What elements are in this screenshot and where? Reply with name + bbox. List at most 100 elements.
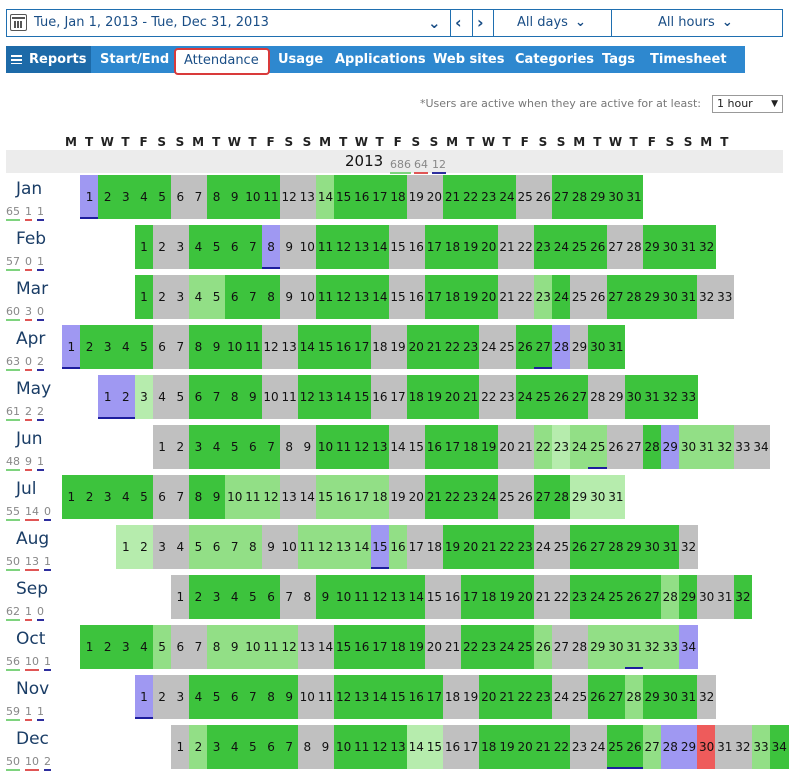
day-cell[interactable]: 23 bbox=[479, 175, 499, 219]
day-cell[interactable]: 26 bbox=[533, 625, 553, 669]
day-cell[interactable]: 20 bbox=[443, 375, 462, 419]
day-cell[interactable]: 18 bbox=[388, 175, 408, 219]
day-cell[interactable]: 17 bbox=[425, 225, 444, 269]
day-cell[interactable]: 14 bbox=[406, 725, 426, 769]
day-cell[interactable]: 21 bbox=[461, 375, 481, 419]
day-cell[interactable]: 2 bbox=[189, 575, 208, 619]
day-cell[interactable]: 19 bbox=[443, 525, 462, 569]
day-cell[interactable]: 29 bbox=[660, 425, 680, 469]
day-cell[interactable]: 19 bbox=[479, 425, 499, 469]
day-cell[interactable]: 30 bbox=[624, 375, 644, 419]
day-cell[interactable]: 29 bbox=[642, 225, 662, 269]
day-cell[interactable]: 5 bbox=[152, 175, 172, 219]
day-cell[interactable]: 14 bbox=[370, 225, 390, 269]
day-cell[interactable]: 22 bbox=[515, 225, 535, 269]
day-cell[interactable]: 13 bbox=[352, 225, 372, 269]
day-cell[interactable]: 13 bbox=[370, 425, 390, 469]
day-cell[interactable]: 6 bbox=[170, 175, 190, 219]
day-cell[interactable]: 14 bbox=[370, 275, 390, 319]
day-cell[interactable]: 14 bbox=[316, 625, 335, 669]
day-cell[interactable]: 30 bbox=[679, 425, 698, 469]
day-cell[interactable]: 9 bbox=[261, 525, 281, 569]
day-cell[interactable]: 27 bbox=[606, 275, 626, 319]
day-cell[interactable]: 5 bbox=[134, 475, 154, 519]
day-cell[interactable]: 26 bbox=[588, 275, 608, 319]
day-cell[interactable]: 10 bbox=[225, 475, 245, 519]
day-cell[interactable]: 1 bbox=[80, 175, 99, 219]
day-cell[interactable]: 7 bbox=[279, 725, 299, 769]
day-cell[interactable]: 3 bbox=[170, 675, 190, 719]
day-cell[interactable]: 23 bbox=[497, 375, 517, 419]
day-cell[interactable]: 31 bbox=[606, 325, 626, 369]
day-cell[interactable]: 24 bbox=[497, 175, 517, 219]
day-cell[interactable]: 16 bbox=[370, 375, 390, 419]
day-cell[interactable]: 4 bbox=[225, 575, 245, 619]
day-cell[interactable]: 27 bbox=[533, 325, 553, 369]
day-cell[interactable]: 8 bbox=[261, 675, 281, 719]
day-cell[interactable]: 33 bbox=[715, 275, 735, 319]
day-cell[interactable]: 4 bbox=[189, 225, 208, 269]
day-cell[interactable]: 18 bbox=[479, 725, 499, 769]
day-cell[interactable]: 18 bbox=[388, 625, 408, 669]
day-cell[interactable]: 14 bbox=[370, 675, 390, 719]
tab-usage[interactable]: Usage bbox=[278, 52, 324, 67]
day-cell[interactable]: 27 bbox=[642, 575, 662, 619]
day-cell[interactable]: 23 bbox=[461, 325, 481, 369]
day-cell[interactable]: 33 bbox=[660, 625, 680, 669]
day-cell[interactable]: 12 bbox=[352, 425, 372, 469]
day-cell[interactable]: 4 bbox=[134, 625, 154, 669]
day-cell[interactable]: 21 bbox=[443, 625, 462, 669]
day-cell[interactable]: 2 bbox=[98, 175, 118, 219]
day-cell[interactable]: 34 bbox=[751, 425, 771, 469]
day-cell[interactable]: 6 bbox=[243, 425, 263, 469]
day-cell[interactable]: 31 bbox=[624, 175, 644, 219]
tab-reports[interactable]: Reports bbox=[6, 46, 91, 73]
day-cell[interactable]: 22 bbox=[443, 325, 462, 369]
day-cell[interactable]: 9 bbox=[207, 475, 226, 519]
day-cell[interactable]: 13 bbox=[388, 725, 408, 769]
day-cell[interactable]: 3 bbox=[189, 425, 208, 469]
day-cell[interactable]: 12 bbox=[297, 375, 317, 419]
day-cell[interactable]: 10 bbox=[297, 225, 317, 269]
day-cell[interactable]: 26 bbox=[533, 175, 553, 219]
day-cell[interactable]: 17 bbox=[443, 425, 462, 469]
day-cell[interactable]: 11 bbox=[297, 525, 317, 569]
day-cell[interactable]: 25 bbox=[515, 625, 535, 669]
day-cell[interactable]: 22 bbox=[533, 425, 553, 469]
day-cell[interactable]: 20 bbox=[461, 525, 481, 569]
day-cell[interactable]: 21 bbox=[533, 575, 553, 619]
day-cell[interactable]: 29 bbox=[679, 725, 698, 769]
day-cell[interactable]: 3 bbox=[116, 625, 136, 669]
day-cell[interactable]: 15 bbox=[352, 375, 372, 419]
day-cell[interactable]: 33 bbox=[679, 375, 698, 419]
day-cell[interactable]: 5 bbox=[207, 225, 226, 269]
tab-applications[interactable]: Applications bbox=[335, 52, 426, 67]
day-cell[interactable]: 26 bbox=[552, 375, 571, 419]
day-cell[interactable]: 15 bbox=[334, 625, 353, 669]
day-cell[interactable]: 32 bbox=[733, 575, 753, 619]
day-cell[interactable]: 2 bbox=[116, 375, 136, 419]
day-cell[interactable]: 16 bbox=[334, 325, 353, 369]
day-cell[interactable]: 9 bbox=[279, 275, 299, 319]
day-cell[interactable]: 28 bbox=[660, 575, 680, 619]
day-cell[interactable]: 31 bbox=[715, 575, 735, 619]
day-cell[interactable]: 18 bbox=[370, 475, 390, 519]
day-cell[interactable]: 25 bbox=[570, 275, 589, 319]
day-cell[interactable]: 30 bbox=[697, 725, 716, 769]
day-cell[interactable]: 17 bbox=[388, 375, 408, 419]
days-filter-dropdown[interactable]: All days ⌄ bbox=[517, 15, 586, 30]
day-cell[interactable]: 25 bbox=[588, 425, 608, 469]
day-cell[interactable]: 24 bbox=[533, 525, 553, 569]
day-cell[interactable]: 22 bbox=[497, 525, 517, 569]
day-cell[interactable]: 31 bbox=[606, 475, 626, 519]
day-cell[interactable]: 17 bbox=[406, 525, 426, 569]
day-cell[interactable]: 25 bbox=[570, 675, 589, 719]
day-cell[interactable]: 16 bbox=[443, 575, 462, 619]
day-cell[interactable]: 13 bbox=[279, 475, 299, 519]
day-cell[interactable]: 3 bbox=[207, 575, 226, 619]
day-cell[interactable]: 4 bbox=[134, 175, 154, 219]
day-cell[interactable]: 31 bbox=[660, 525, 680, 569]
day-cell[interactable]: 15 bbox=[388, 275, 408, 319]
day-cell[interactable]: 31 bbox=[679, 275, 698, 319]
day-cell[interactable]: 16 bbox=[388, 525, 408, 569]
